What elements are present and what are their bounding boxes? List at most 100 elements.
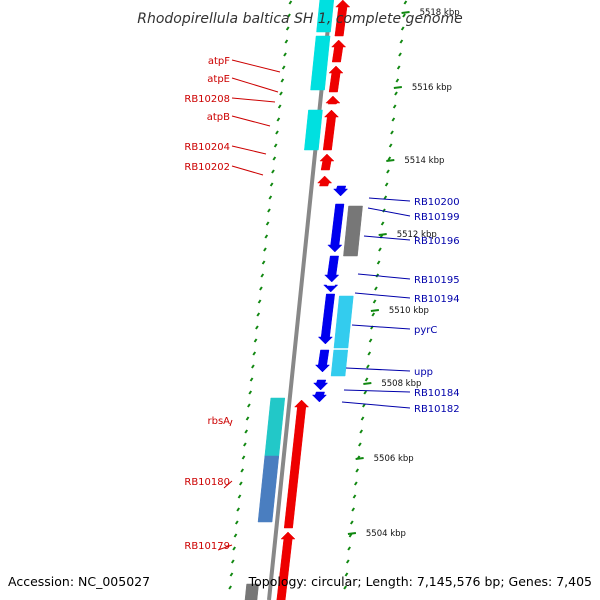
leader-line [368, 197, 411, 202]
leader-line [217, 544, 233, 551]
tick-dot [236, 507, 240, 512]
gene-label-forward: atpB [207, 112, 230, 123]
reverse-gene-arrow [323, 284, 339, 293]
major-tick [386, 159, 395, 162]
tick-dot [400, 26, 405, 31]
tick-dot [367, 351, 372, 356]
tick-dot [259, 286, 263, 291]
tick-dot [247, 403, 251, 408]
tick-dot [244, 429, 249, 434]
tick-dot [252, 351, 257, 356]
tick-dot [275, 130, 279, 135]
tick-dot [253, 338, 258, 343]
gene-label-forward: rbsA [207, 416, 230, 427]
tick-dot [239, 481, 243, 486]
gene-label-reverse: pyrC [414, 325, 437, 336]
leader-line [231, 77, 279, 93]
leader-line [341, 401, 411, 409]
gene-features [244, 0, 363, 600]
kbp-label: 5506 kbp [374, 454, 414, 464]
pseudogene-block [343, 205, 363, 257]
tick-dot [233, 533, 238, 538]
tick-dot [345, 559, 350, 564]
leader-line [354, 292, 411, 299]
forward-gene-arrow [325, 95, 341, 105]
gene-labels: 5518 kbp 5516 kbp 5514 kbp 5512 kbp 5510 kbp… [184, 8, 459, 552]
tick-dot [351, 507, 355, 512]
gene-label-forward: RB10202 [184, 162, 230, 173]
gene-label-forward: atpE [207, 74, 230, 85]
forward-gene-arrow [276, 531, 296, 600]
tick-dot [230, 559, 235, 564]
tick-dot [248, 390, 253, 395]
tick-dot [358, 442, 362, 447]
leader-line [231, 165, 264, 176]
kbp-label: 5516 kbp [412, 83, 452, 93]
leader-line [363, 235, 411, 241]
gene-label-reverse: RB10200 [414, 197, 460, 208]
gene-label-reverse: RB10194 [414, 294, 460, 305]
tick-dot [362, 403, 366, 408]
tick-dot [349, 520, 354, 525]
gene-label-forward: RB10204 [184, 142, 230, 153]
backbone-line [267, 0, 333, 600]
kbp-label: 5514 kbp [404, 156, 444, 166]
tick-dot [343, 585, 347, 590]
forward-cds-block [264, 397, 286, 457]
major-tick [393, 86, 402, 89]
tick-dot [403, 0, 408, 5]
tick-dot [268, 195, 273, 200]
tick-dot [368, 338, 373, 343]
tick-dot [249, 377, 254, 382]
tick-dot [232, 546, 236, 551]
tick-dot [251, 364, 255, 369]
tick-dot [359, 429, 364, 434]
tick-dot [376, 260, 381, 265]
kbp-label: 5512 kbp [397, 230, 437, 240]
forward-gene-arrow [319, 153, 335, 171]
tick-dot [392, 104, 397, 109]
tick-dot [257, 299, 262, 304]
tick-dot [366, 364, 370, 369]
tick-dot [273, 143, 278, 148]
major-tick [355, 457, 364, 460]
leader-line [231, 115, 271, 127]
tick-dot [280, 78, 285, 83]
tick-dot [277, 104, 282, 109]
leader-line [343, 389, 411, 393]
pseudogene-block [244, 583, 259, 600]
tick-dot [383, 195, 388, 200]
reverse-gene-arrow [311, 391, 327, 403]
tick-dot [285, 26, 290, 31]
genome-backbone [267, 0, 333, 600]
leader-line [351, 324, 411, 330]
tick-dot [396, 65, 401, 70]
major-tick [370, 309, 379, 312]
forward-gene-arrow [317, 175, 333, 187]
map-title: Rhodopirellula baltica SH 1, complete ge… [137, 11, 463, 27]
tick-dot [234, 520, 239, 525]
tick-dot [263, 247, 267, 252]
tick-dot [384, 182, 389, 187]
tick-dot [237, 494, 242, 499]
tick-dot [374, 286, 378, 291]
reverse-gene-arrow [333, 185, 349, 197]
kbp-label: 5508 kbp [381, 379, 421, 389]
forward-cds-block [310, 35, 331, 91]
reverse-gene-arrow [327, 203, 345, 253]
gene-label-forward: atpF [208, 56, 230, 67]
tick-dot [271, 169, 275, 174]
kbp-label: 5518 kbp [420, 8, 460, 18]
tick-dot [378, 247, 382, 252]
leader-line [223, 480, 233, 489]
tick-dot [228, 585, 232, 590]
leader-line [345, 367, 411, 372]
tick-dot [256, 312, 261, 317]
accession-text: Accession: NC_005027 [8, 574, 150, 589]
tick-dot [372, 299, 377, 304]
reverse-cds-block [333, 295, 354, 349]
tick-dot [284, 39, 289, 44]
gene-label-forward: RB10180 [184, 477, 230, 488]
tick-dot [347, 546, 351, 551]
